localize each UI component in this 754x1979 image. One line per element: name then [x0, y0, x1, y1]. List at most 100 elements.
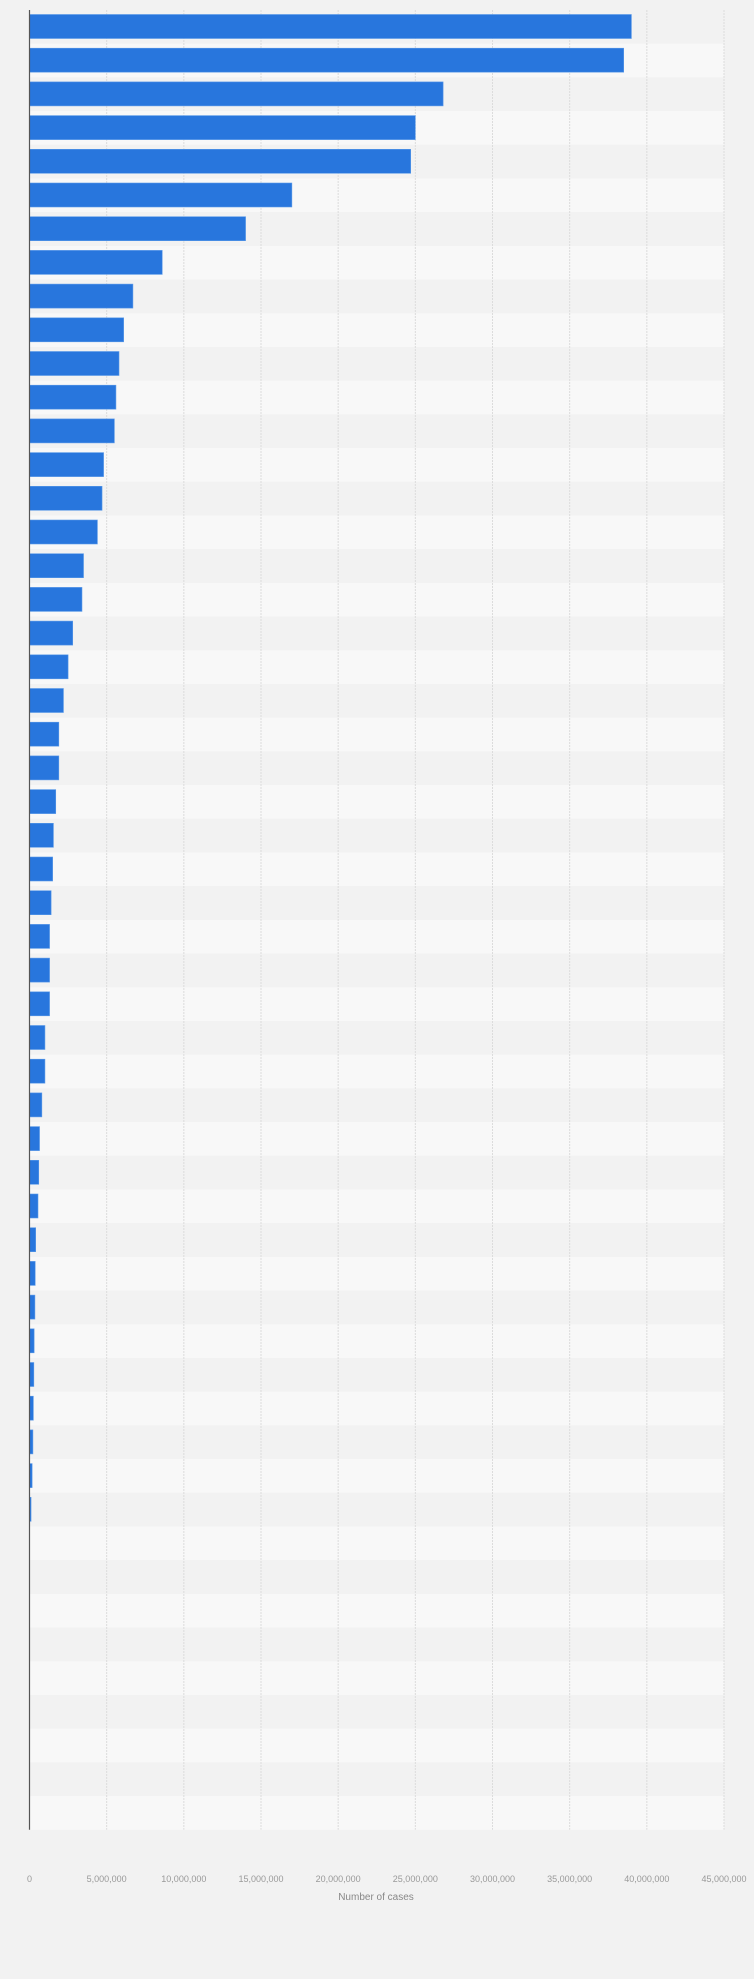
bar	[29, 1227, 36, 1252]
bar	[29, 789, 57, 814]
row-band	[29, 1290, 724, 1325]
row-band	[29, 448, 724, 482]
bar	[29, 1025, 46, 1050]
row-band	[29, 313, 724, 347]
bar	[29, 1261, 36, 1286]
row-band	[29, 1189, 724, 1224]
bar	[29, 620, 74, 646]
row-band	[29, 1425, 724, 1460]
bar	[29, 149, 412, 174]
x-tick-label: 25,000,000	[393, 1874, 438, 1884]
bar	[29, 957, 50, 983]
row-band	[29, 919, 724, 954]
bar	[29, 317, 124, 343]
bar	[29, 755, 60, 781]
bar	[29, 283, 134, 309]
row-band	[29, 380, 724, 415]
row-band	[29, 1088, 724, 1123]
x-tick-label: 35,000,000	[547, 1874, 592, 1884]
bar	[29, 418, 115, 444]
row-band	[29, 1391, 724, 1426]
bar	[29, 1294, 36, 1320]
row-band	[29, 279, 724, 314]
row-band	[29, 1728, 724, 1763]
bar	[29, 115, 416, 140]
bar	[29, 688, 64, 713]
row-band	[29, 1358, 724, 1392]
bar	[29, 1160, 40, 1185]
row-band	[29, 987, 724, 1021]
row-band	[29, 886, 724, 920]
row-band	[29, 1796, 724, 1830]
row-band	[29, 1560, 724, 1594]
x-axis-title: Number of cases	[338, 1892, 414, 1903]
x-tick-label: 15,000,000	[238, 1874, 283, 1884]
x-tick-label: 40,000,000	[624, 1874, 669, 1884]
row-band	[29, 1324, 724, 1358]
row-band	[29, 684, 724, 718]
row-band	[29, 1762, 724, 1797]
row-band	[29, 751, 724, 786]
bars	[29, 14, 632, 1522]
bar	[29, 47, 624, 73]
bar	[29, 991, 50, 1017]
row-band	[29, 852, 724, 887]
bar	[29, 924, 50, 949]
bar	[29, 890, 52, 916]
x-tick-label: 5,000,000	[87, 1874, 127, 1884]
row-band	[29, 717, 724, 752]
x-tick-label: 20,000,000	[316, 1874, 361, 1884]
bar	[29, 1126, 40, 1151]
bar	[29, 182, 293, 208]
row-band	[29, 650, 724, 684]
bar	[29, 1193, 39, 1219]
bar	[29, 856, 53, 882]
bar	[29, 519, 98, 545]
row-band	[29, 785, 724, 819]
bar	[29, 384, 117, 410]
row-band	[29, 515, 724, 550]
bar	[29, 250, 163, 275]
row-band	[29, 1122, 724, 1156]
bar	[29, 14, 632, 39]
row-band	[29, 1256, 724, 1291]
bar	[29, 1092, 43, 1118]
row-band	[29, 1021, 724, 1055]
row-band	[29, 549, 724, 583]
bar	[29, 216, 246, 241]
bar	[29, 1058, 46, 1084]
row-band	[29, 1661, 724, 1695]
bar	[29, 553, 84, 579]
bar	[29, 1362, 35, 1387]
row-band	[29, 1492, 724, 1527]
row-bands	[29, 10, 724, 1830]
row-band	[29, 1695, 724, 1729]
bar	[29, 1328, 35, 1354]
row-band	[29, 414, 724, 449]
bar	[29, 587, 83, 612]
row-band	[29, 818, 724, 853]
x-tick-label: 45,000,000	[701, 1874, 746, 1884]
row-band	[29, 1155, 724, 1190]
bar	[29, 81, 444, 107]
bar	[29, 654, 69, 680]
row-band	[29, 953, 724, 988]
row-band	[29, 616, 724, 651]
x-tick-label: 30,000,000	[470, 1874, 515, 1884]
row-band	[29, 1593, 724, 1628]
row-band	[29, 481, 724, 516]
x-axis-ticks: 0 5,000,000 10,000,000 15,000,000 20,000,000…	[27, 1874, 747, 1884]
row-band	[29, 1627, 724, 1662]
gridlines	[106, 10, 725, 1830]
row-band	[29, 347, 724, 381]
row-band	[29, 582, 724, 617]
bar	[29, 485, 103, 511]
row-band	[29, 1223, 724, 1257]
x-tick-label: 10,000,000	[161, 1874, 206, 1884]
row-band	[29, 1054, 724, 1089]
bar	[29, 452, 104, 477]
x-tick-label: 0	[27, 1874, 32, 1884]
row-band	[29, 1526, 724, 1561]
row-band	[29, 1459, 724, 1493]
bar	[29, 822, 54, 848]
